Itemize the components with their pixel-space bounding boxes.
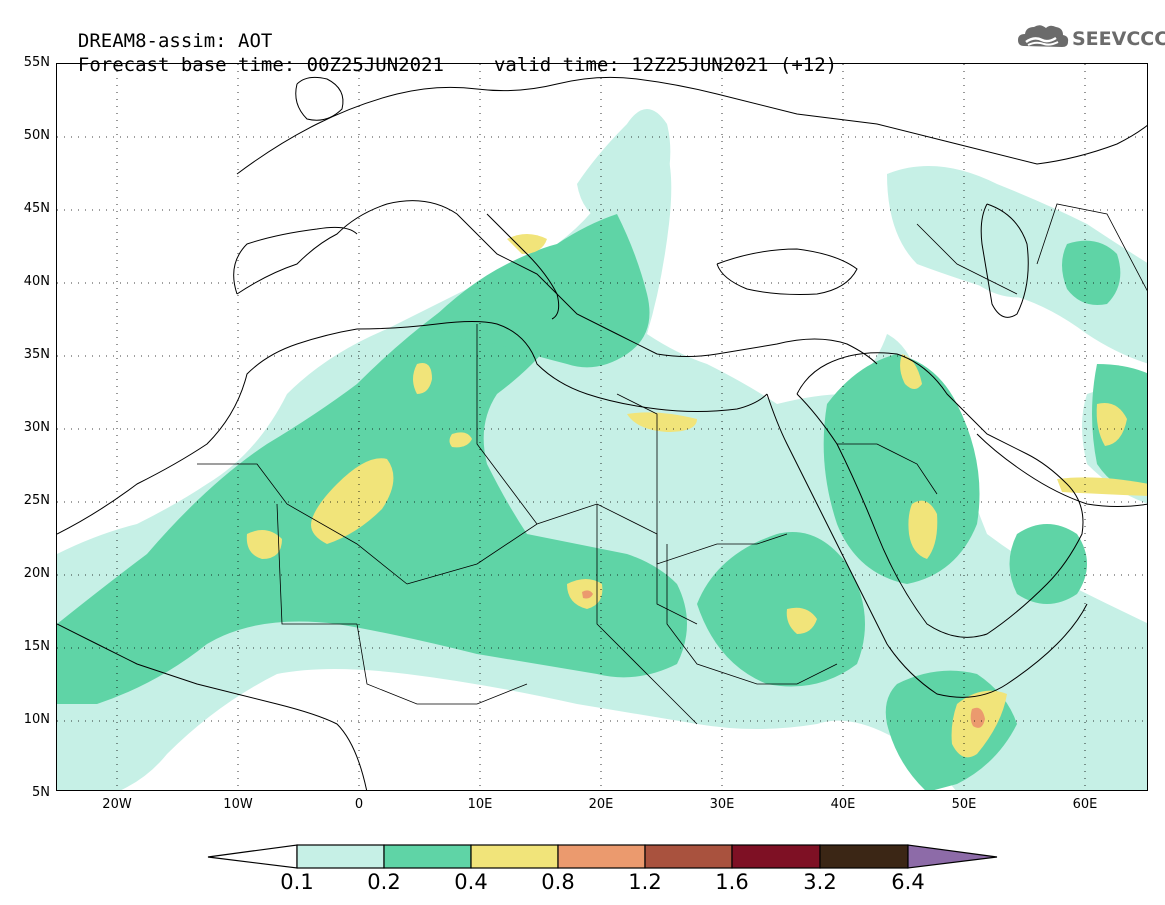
- aot-zone-high: [246, 234, 1147, 758]
- colorbar-bin-1.6-3.2: [731, 844, 821, 869]
- lat-label-20n: 20N: [23, 566, 50, 581]
- colorbar-label-0.2: 0.2: [367, 870, 401, 894]
- lat-label-55n: 55N: [23, 55, 50, 70]
- aot-high-2: [246, 530, 282, 559]
- lon-label-20e: 20E: [588, 797, 614, 812]
- aot-high-11: [1096, 403, 1127, 446]
- coast-iberia: [233, 226, 358, 295]
- aot-veryhigh-2: [970, 707, 985, 728]
- colorbar-label-0.8: 0.8: [541, 870, 575, 894]
- colorbar-arrow-low: [207, 844, 298, 869]
- lat-label-50n: 50N: [23, 128, 50, 143]
- coast-africa-north: [356, 321, 768, 412]
- border-1: [197, 463, 408, 585]
- colorbar-label-0.4: 0.4: [454, 870, 488, 894]
- lon-label-10e: 10E: [467, 797, 493, 812]
- coast-africa-west: [57, 328, 358, 535]
- lon-label-50e: 50E: [951, 797, 977, 812]
- aot-high-7: [786, 607, 817, 634]
- lon-label-20w: 20W: [102, 797, 132, 812]
- aot-high-8: [900, 354, 922, 389]
- border-5: [656, 533, 788, 565]
- map-panel[interactable]: [56, 63, 1148, 791]
- lon-label-30e: 30E: [709, 797, 735, 812]
- aot-medium-med: [427, 214, 650, 368]
- colorbar-bin-0.1-0.2: [296, 844, 385, 869]
- coast-west-africa-south: [57, 623, 368, 790]
- aot-veryhigh-1: [582, 590, 593, 599]
- coast-britain: [295, 76, 344, 121]
- lon-label-10w: 10W: [223, 797, 253, 812]
- aot-medium-arabia: [823, 354, 980, 584]
- border-2: [276, 503, 357, 625]
- aot-light-caspian: [956, 220, 1041, 298]
- aot-high-1: [311, 458, 394, 544]
- lat-label-10n: 10N: [23, 712, 50, 727]
- border-4: [476, 324, 538, 525]
- colorbar-label-1.2: 1.2: [628, 870, 662, 894]
- lat-label-30n: 30N: [23, 420, 50, 435]
- aot-high-4: [449, 432, 472, 448]
- coast-italy: [486, 213, 560, 320]
- coast-red-sea-west: [766, 393, 1088, 698]
- lat-label-35n: 35N: [23, 347, 50, 362]
- map-title: DREAM8-assim: AOT: [55, 11, 272, 51]
- logo-text: SEEVCCC: [1072, 28, 1165, 50]
- colorbar-label-6.4: 6.4: [891, 870, 925, 894]
- border-11: [916, 223, 1018, 295]
- aot-light-main: [57, 132, 1147, 790]
- coastlines: [57, 76, 1147, 790]
- coast-caspian: [980, 203, 1029, 318]
- colorbar-label-0.1: 0.1: [280, 870, 314, 894]
- colorbar-label-3.2: 3.2: [803, 870, 837, 894]
- border-8: [837, 443, 938, 495]
- lon-label-0: 0: [354, 797, 364, 812]
- border-7: [666, 544, 838, 685]
- colorbar-bin-0.4-0.8: [470, 844, 559, 869]
- aot-medium-caspian: [1062, 240, 1121, 305]
- coast-black-sea: [716, 248, 858, 295]
- lat-label-25n: 25N: [23, 493, 50, 508]
- aot-light-north: [577, 109, 671, 228]
- valid-time-text: valid time: 12Z25JUN2021 (+12): [493, 54, 838, 76]
- lat-label-40n: 40N: [23, 274, 50, 289]
- aot-high-12: [1057, 477, 1147, 496]
- base-time-text: Forecast base time: 00Z25JUN2021: [77, 54, 444, 76]
- colorbar-arrow-high: [907, 844, 998, 869]
- lat-label-15n: 15N: [23, 639, 50, 654]
- border-12: [1036, 203, 1147, 292]
- coast-europe-north: [236, 76, 1147, 175]
- title-text: DREAM8-assim: AOT: [77, 30, 273, 52]
- colorbar-bin-0.2-0.4: [383, 844, 472, 869]
- lat-label-45n: 45N: [23, 201, 50, 216]
- aot-medium-oman: [1009, 524, 1087, 604]
- coast-arabia: [796, 352, 1084, 638]
- colorbar-label-1.6: 1.6: [715, 870, 749, 894]
- colorbar-bin-3.2-6.4: [819, 844, 909, 869]
- aot-zone-veryhigh: [582, 590, 985, 728]
- lon-label-60e: 60E: [1072, 797, 1098, 812]
- coast-persian-gulf: [976, 433, 1147, 507]
- graticule: [57, 64, 1147, 790]
- border-10: [356, 623, 528, 705]
- colorbar-bin-0.8-1.2: [557, 844, 646, 869]
- aot-map: [57, 64, 1147, 790]
- coast-med-north: [236, 200, 878, 365]
- borders: [197, 203, 1147, 725]
- aot-high-6: [627, 412, 697, 432]
- border-9: [596, 504, 698, 725]
- aot-medium-sudan: [697, 532, 865, 687]
- cloud-logo-icon: [1018, 25, 1069, 47]
- colorbar-bin-1.2-1.6: [644, 844, 733, 869]
- aot-high-9: [908, 500, 938, 559]
- seevccc-logo: SEEVCCC: [1016, 22, 1165, 58]
- border-6: [616, 393, 658, 534]
- aot-high-3: [413, 363, 432, 394]
- time-info: Forecast base time: 00Z25JUN2021 valid ti…: [55, 35, 837, 75]
- aot-high-13: [507, 234, 547, 254]
- lat-label-5n: 5N: [32, 785, 50, 800]
- lon-label-40e: 40E: [830, 797, 856, 812]
